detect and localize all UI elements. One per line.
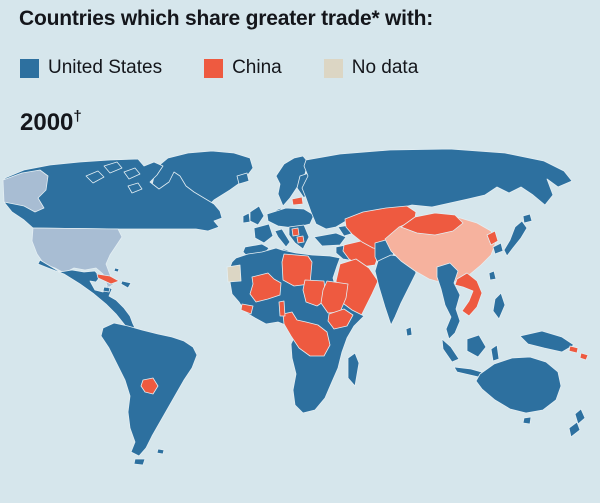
region-mongolia: [400, 212, 464, 236]
region-arctic-island: [85, 170, 105, 184]
region-italy: [274, 228, 291, 248]
region-canada: [3, 158, 223, 232]
dagger-footnote-marker: †: [73, 108, 82, 125]
region-tasmania: [522, 416, 532, 425]
region-myanmar-thailand: [436, 262, 461, 340]
china-swatch: [204, 58, 224, 78]
region-arctic-island: [127, 182, 143, 194]
region-madagascar: [347, 352, 360, 387]
region-united-kingdom: [249, 205, 265, 226]
region-falkland-islands: [156, 448, 165, 455]
region-turkey: [313, 232, 347, 247]
region-tierra-del-fuego: [133, 458, 146, 466]
united-states-swatch: [20, 58, 39, 78]
region-jamaica: [102, 286, 111, 293]
legend-item-no-data: No data: [323, 57, 419, 79]
year-label: 2000†: [20, 108, 82, 136]
region-sri-lanka: [405, 326, 413, 337]
region-libya: [281, 253, 313, 287]
region-arctic-island: [103, 161, 123, 174]
region-sumatra: [441, 338, 460, 363]
region-guinea: [240, 303, 254, 315]
region-solomon-islands: [579, 352, 589, 361]
region-benin-togo: [278, 300, 286, 317]
region-south-korea: [492, 242, 504, 255]
region-mexico-central-america: [37, 259, 137, 333]
region-albania: [291, 227, 300, 237]
region-russia: [301, 148, 573, 230]
region-new-zealand-south: [568, 421, 581, 438]
region-new-zealand-north: [574, 408, 586, 425]
legend-item-china: China: [204, 57, 282, 79]
legend-item-united-states: United States: [20, 57, 162, 79]
legend-label-no-data: No data: [351, 57, 419, 78]
region-japan: [503, 220, 528, 257]
region-indochina: [454, 272, 483, 317]
legend-label-united-states: United States: [48, 57, 163, 78]
figure-title: Countries which share greater trade* wit…: [19, 7, 434, 30]
region-borneo: [466, 334, 487, 358]
region-france: [253, 223, 274, 244]
region-paraguay: [140, 377, 159, 395]
region-north-korea: [486, 230, 499, 246]
legend: United States China No data: [20, 57, 418, 79]
region-central-europe: [266, 207, 315, 229]
region-philippines: [492, 292, 506, 320]
region-arctic-island: [123, 167, 141, 180]
region-latvia: [291, 196, 304, 206]
region-iceland: [236, 172, 250, 185]
region-ireland: [242, 212, 251, 224]
region-hispaniola: [120, 280, 132, 289]
region-western-sahara: [226, 264, 242, 283]
region-sulawesi: [490, 344, 500, 362]
region-cuba: [96, 273, 120, 285]
region-solomon-islands: [568, 345, 579, 354]
region-australia: [475, 356, 562, 414]
no-data-swatch: [323, 58, 343, 78]
region-chad: [302, 279, 327, 307]
region-congo-basin: [282, 311, 331, 357]
region-taiwan: [488, 270, 497, 281]
region-bahamas: [113, 267, 120, 273]
region-new-guinea: [519, 330, 575, 353]
region-hokkaido: [522, 213, 533, 224]
region-north-macedonia: [296, 235, 305, 244]
region-ethiopia: [327, 308, 354, 330]
region-mali: [249, 272, 282, 303]
region-alaska: [2, 169, 49, 213]
legend-label-china: China: [232, 57, 282, 78]
